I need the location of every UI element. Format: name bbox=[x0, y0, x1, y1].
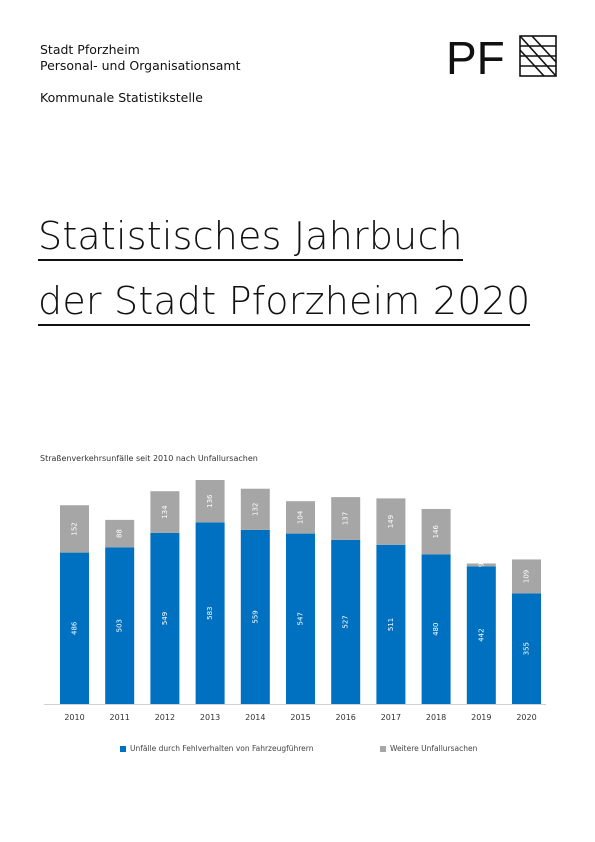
legend-swatch-blue bbox=[120, 745, 126, 752]
data-label-other-causes: 88 bbox=[116, 529, 124, 538]
data-label-other-causes: 132 bbox=[251, 503, 259, 516]
data-label-driver-error: 547 bbox=[297, 612, 305, 625]
data-label-other-causes: 9 bbox=[477, 563, 485, 567]
data-label-other-causes: 149 bbox=[387, 515, 395, 528]
data-label-driver-error: 480 bbox=[432, 623, 440, 636]
org-department: Personal- und Organisationsamt bbox=[40, 58, 241, 73]
bar-segment-driver-error bbox=[512, 593, 541, 704]
x-tick-label: 2018 bbox=[426, 713, 446, 722]
data-label-other-causes: 137 bbox=[342, 512, 350, 525]
data-label-other-causes: 104 bbox=[297, 510, 305, 524]
bar-segment-other-causes bbox=[286, 501, 315, 534]
x-tick-label: 2013 bbox=[200, 713, 220, 722]
title-line-2: der Stadt Pforzheim 2020 bbox=[38, 278, 531, 326]
bar-segment-driver-error bbox=[60, 552, 89, 704]
bar-segment-other-causes bbox=[240, 488, 270, 530]
data-label-other-causes: 109 bbox=[523, 570, 531, 583]
document-title: Statistisches Jahrbuch der Stadt Pforzhe… bbox=[38, 206, 531, 336]
legend-label: Weitere Unfallursachen bbox=[390, 744, 478, 753]
x-tick-label: 2010 bbox=[64, 713, 84, 722]
data-label-driver-error: 559 bbox=[251, 610, 259, 623]
data-label-driver-error: 503 bbox=[116, 619, 124, 632]
data-label-driver-error: 355 bbox=[523, 642, 531, 655]
title-line-1: Statistisches Jahrbuch bbox=[38, 213, 463, 261]
x-tick-label: 2017 bbox=[381, 713, 401, 722]
data-label-driver-error: 511 bbox=[387, 618, 395, 631]
data-label-other-causes: 146 bbox=[432, 524, 440, 538]
logo-letters: PF bbox=[446, 34, 505, 78]
x-tick-label: 2019 bbox=[471, 713, 491, 722]
x-tick-label: 2014 bbox=[245, 713, 265, 722]
bar-segment-driver-error bbox=[240, 529, 270, 704]
bar-segment-other-causes bbox=[376, 498, 406, 545]
data-label-other-causes: 136 bbox=[206, 494, 214, 508]
stacked-bar-chart: 486 152 2010 503 88 2011 549 134 2012 583 136 2013 5… bbox=[44, 480, 546, 722]
bar-segment-driver-error bbox=[150, 532, 180, 704]
bar-segment-other-causes bbox=[195, 480, 225, 523]
office-name: Kommunale Statistikstelle bbox=[40, 90, 203, 105]
legend-item-series-2: Weitere Unfallursachen bbox=[380, 744, 477, 753]
bar-segment-driver-error bbox=[466, 566, 496, 704]
bar-segment-other-causes bbox=[512, 559, 541, 594]
data-label-driver-error: 442 bbox=[477, 628, 485, 641]
legend-label: Unfälle durch Fehlverhalten von Fahrzeug… bbox=[130, 744, 314, 753]
bar-segment-driver-error bbox=[105, 547, 135, 704]
bar-segment-driver-error bbox=[286, 533, 315, 704]
x-tick-label: 2016 bbox=[336, 713, 356, 722]
bar-segment-other-causes bbox=[105, 519, 135, 548]
legend-swatch-gray bbox=[380, 745, 386, 752]
x-tick-label: 2015 bbox=[290, 713, 310, 722]
org-name: Stadt Pforzheim bbox=[40, 42, 140, 57]
logo-emblem-icon bbox=[519, 35, 557, 77]
chart-title: Straßenverkehrsunfälle seit 2010 nach Un… bbox=[40, 454, 258, 463]
data-label-driver-error: 583 bbox=[206, 606, 214, 619]
organization-block: Stadt Pforzheim Personal- und Organisati… bbox=[40, 42, 241, 74]
bar-segment-driver-error bbox=[331, 539, 361, 704]
bar-segment-other-causes bbox=[466, 563, 496, 567]
legend-item-series-1: Unfälle durch Fehlverhalten von Fahrzeug… bbox=[120, 744, 314, 753]
bar-segment-other-causes bbox=[60, 505, 89, 553]
bar-segment-other-causes bbox=[331, 497, 361, 540]
data-label-driver-error: 527 bbox=[342, 615, 350, 628]
bar-segment-driver-error bbox=[376, 544, 406, 704]
bar-segment-other-causes bbox=[421, 508, 451, 555]
x-tick-label: 2011 bbox=[110, 713, 130, 722]
pforzheim-logo: PF bbox=[446, 32, 560, 84]
bar-segment-driver-error bbox=[195, 522, 225, 704]
data-label-other-causes: 152 bbox=[71, 522, 79, 535]
data-label-other-causes: 134 bbox=[161, 505, 169, 519]
x-tick-label: 2020 bbox=[516, 713, 536, 722]
bar-segment-other-causes bbox=[150, 491, 180, 533]
data-label-driver-error: 549 bbox=[161, 612, 169, 625]
x-tick-label: 2012 bbox=[155, 713, 175, 722]
bar-segment-driver-error bbox=[421, 554, 451, 704]
data-label-driver-error: 486 bbox=[71, 621, 79, 635]
